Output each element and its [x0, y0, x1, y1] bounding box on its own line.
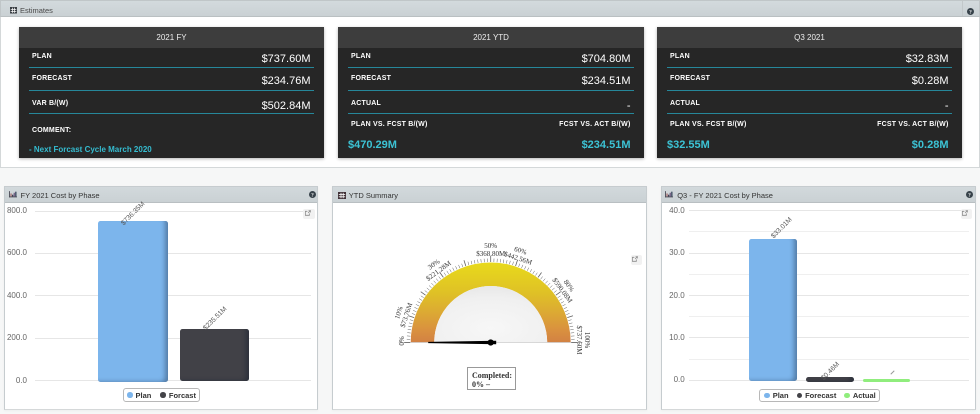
svg-text:10%$73.76M: 10%$73.76M: [392, 298, 415, 328]
svg-text:50%$368.80M: 50% $368.80M: [477, 242, 507, 258]
svg-text:?: ?: [969, 192, 972, 198]
svg-text:60%$442.56M: 60%$442.56M: [503, 242, 536, 266]
svg-text:?: ?: [969, 9, 972, 15]
svg-text:100%$737.60M: 100%$737.60M: [575, 325, 591, 355]
svg-text:?: ?: [311, 192, 314, 198]
svg-text:0%: 0%: [398, 336, 406, 346]
